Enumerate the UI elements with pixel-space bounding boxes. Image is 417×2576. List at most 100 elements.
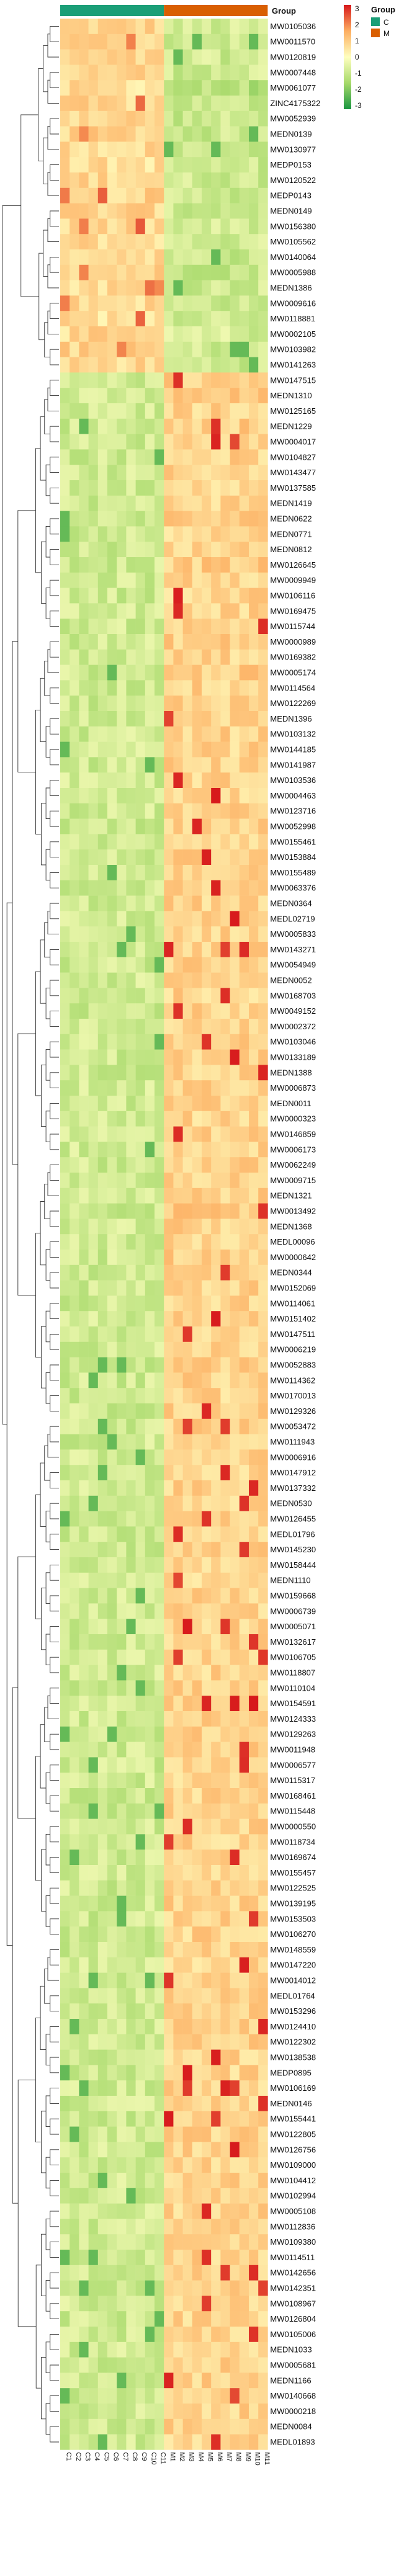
heatmap-cell — [220, 649, 230, 665]
heatmap-cell — [155, 2280, 164, 2296]
heatmap-cell — [60, 1988, 70, 2004]
row-label: MW0105562 — [270, 237, 316, 246]
heatmap-cell — [202, 187, 212, 203]
heatmap-cell — [107, 849, 117, 865]
heatmap-cell — [164, 2142, 174, 2158]
heatmap-cell — [230, 295, 240, 311]
heatmap-cell — [70, 988, 79, 1004]
heatmap-cell — [135, 1341, 146, 1357]
heatmap-cell — [258, 34, 268, 50]
heatmap-cell — [202, 803, 212, 819]
heatmap-cell — [192, 895, 202, 911]
heatmap-cell — [97, 834, 108, 850]
heatmap-cell — [117, 2019, 127, 2035]
heatmap-cell — [258, 1341, 268, 1357]
heatmap-cell — [79, 2111, 89, 2127]
heatmap-cell — [107, 1065, 117, 1081]
heatmap-cell — [239, 1234, 249, 1250]
heatmap-cell — [79, 772, 89, 789]
heatmap-cell — [117, 1911, 127, 1927]
heatmap-cell — [230, 2188, 240, 2204]
heatmap-cell — [202, 403, 212, 419]
heatmap-cell — [164, 1603, 174, 1619]
heatmap-cell — [79, 542, 89, 558]
heatmap-cell — [164, 803, 174, 819]
heatmap-cell — [126, 434, 136, 450]
heatmap-cell — [107, 1142, 117, 1158]
heatmap-cell — [135, 403, 146, 419]
heatmap-cell — [173, 357, 183, 373]
heatmap-cell — [249, 19, 259, 35]
heatmap-cell — [211, 2019, 221, 2035]
heatmap-cell — [70, 1326, 79, 1343]
heatmap-cell — [220, 249, 230, 266]
heatmap-cell — [107, 911, 117, 927]
heatmap-cell — [126, 1295, 136, 1312]
heatmap-cell — [155, 2111, 164, 2127]
heatmap-cell — [117, 772, 127, 789]
heatmap-cell — [192, 1111, 202, 1127]
heatmap-cell — [117, 172, 127, 189]
heatmap-cell — [126, 311, 136, 327]
heatmap-cell — [135, 1080, 146, 1096]
heatmap-cell — [117, 2296, 127, 2312]
heatmap-cell — [202, 1665, 212, 1681]
heatmap-cell — [97, 1711, 108, 1727]
heatmap-cell — [126, 926, 136, 942]
heatmap-cell — [239, 1895, 249, 1912]
heatmap-cell — [79, 2142, 89, 2158]
heatmap-cell — [192, 1649, 202, 1665]
heatmap-cell — [107, 2265, 117, 2281]
heatmap-cell — [155, 357, 164, 373]
dendrogram-branch — [50, 349, 59, 365]
heatmap-cell — [145, 1096, 155, 1112]
heatmap-cell — [135, 249, 146, 266]
heatmap-cell — [126, 1019, 136, 1035]
heatmap-cell — [155, 2203, 164, 2219]
heatmap-cell — [88, 588, 99, 604]
heatmap-cell — [164, 2404, 174, 2420]
heatmap-cell — [126, 1526, 136, 1542]
heatmap-cell — [97, 1019, 108, 1035]
heatmap-cell — [220, 957, 230, 973]
heatmap-cell — [155, 2219, 164, 2235]
heatmap-cell — [88, 2250, 99, 2266]
heatmap-cell — [164, 1126, 174, 1142]
heatmap-cell — [126, 757, 136, 773]
heatmap-cell — [164, 1880, 174, 1896]
heatmap-cell — [60, 2265, 70, 2281]
heatmap-cell — [202, 2219, 212, 2235]
heatmap-cell — [79, 1742, 89, 1758]
heatmap-cell — [239, 1173, 249, 1189]
column-label: M3 — [187, 2452, 195, 2461]
heatmap-cell — [135, 895, 146, 911]
dendrogram-branch — [50, 980, 59, 996]
heatmap-cell — [202, 1096, 212, 1112]
heatmap-cell — [173, 1603, 183, 1619]
heatmap-cell — [249, 172, 259, 189]
heatmap-cell — [239, 2265, 249, 2281]
heatmap-cell — [211, 172, 221, 189]
heatmap-cell — [182, 434, 193, 450]
heatmap-cell — [220, 2126, 230, 2142]
heatmap-cell — [60, 126, 70, 142]
heatmap-cell — [258, 403, 268, 419]
heatmap-cell — [60, 1788, 70, 1804]
heatmap-cell — [220, 1049, 230, 1065]
heatmap-cell — [117, 326, 127, 342]
heatmap-cell — [230, 2357, 240, 2373]
heatmap-cell — [202, 849, 212, 865]
heatmap-cell — [107, 2404, 117, 2420]
row-label: MEDL01764 — [270, 1991, 315, 2000]
heatmap-cell — [117, 1219, 127, 1235]
heatmap-cell — [182, 572, 193, 588]
heatmap-cell — [192, 1049, 202, 1065]
heatmap-cell — [258, 788, 268, 804]
heatmap-cell — [117, 957, 127, 973]
group-legend-label-c: C — [383, 18, 389, 27]
heatmap-cell — [60, 141, 70, 158]
heatmap-cell — [192, 2111, 202, 2127]
heatmap-cell — [249, 1911, 259, 1927]
heatmap-cell — [239, 572, 249, 588]
heatmap-cell — [239, 372, 249, 388]
